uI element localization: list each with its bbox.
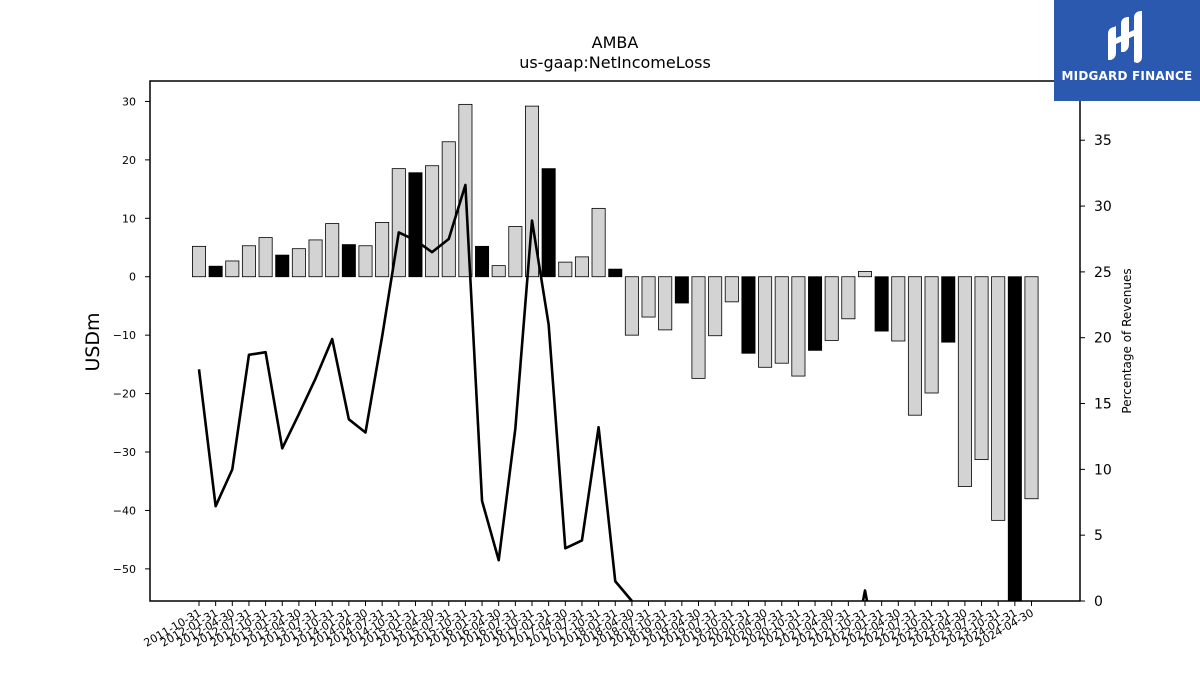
percentage-line-segment-0 — [197, 183, 633, 602]
bar-2021-07-31 — [841, 276, 856, 320]
bar-2017-07-31 — [574, 256, 589, 278]
bar-2022-07-31 — [907, 276, 922, 416]
bar-2012-10-31 — [258, 237, 273, 278]
bar-2018-01-31 — [608, 268, 623, 278]
bar-2012-01-31 — [208, 265, 223, 278]
bar-2022-04-30 — [891, 276, 906, 342]
midgard-logo-icon — [1108, 11, 1142, 63]
bar-2020-10-31 — [791, 276, 806, 377]
bar-2013-10-31 — [325, 223, 340, 278]
bar-2023-01-31 — [941, 276, 956, 343]
bar-2016-01-31 — [475, 245, 490, 278]
bar-2022-10-31 — [924, 276, 939, 394]
y-tick-label: 0 — [129, 271, 136, 284]
y2-tick-label: 5 — [1094, 528, 1103, 544]
chart-subtitle: us-gaap:NetIncomeLoss — [519, 53, 711, 72]
brand-name: MIDGARD FINANCE — [1061, 69, 1193, 83]
y2-tick-label: 25 — [1094, 265, 1112, 281]
bar-2024-01-31 — [1007, 276, 1022, 602]
bar-2019-10-31 — [724, 276, 739, 303]
bar-2012-04-30 — [225, 260, 240, 278]
y2-tick-label: 10 — [1094, 462, 1112, 478]
bar-2023-04-30 — [957, 276, 972, 487]
bar-2018-07-31 — [641, 276, 656, 318]
bar-2015-01-31 — [408, 172, 423, 278]
bar-2014-04-30 — [358, 245, 373, 278]
bar-2012-07-31 — [241, 245, 256, 278]
bar-2013-04-30 — [291, 248, 306, 278]
bar-2014-07-31 — [375, 221, 390, 278]
line-layer — [197, 183, 869, 602]
y-tick-label: −20 — [113, 388, 136, 401]
y-tick-label: −30 — [113, 446, 136, 459]
percentage-line-segment-1 — [861, 589, 869, 602]
bar-2017-10-31 — [591, 207, 606, 278]
bar-2019-07-31 — [708, 276, 723, 337]
y2-tick-label: 20 — [1094, 331, 1112, 347]
bar-2024-04-30 — [1024, 276, 1039, 500]
y-tick-label: 20 — [122, 154, 136, 167]
bar-2021-10-31 — [858, 271, 873, 278]
plot-frame — [149, 80, 1081, 602]
bar-2020-07-31 — [774, 276, 789, 364]
bar-2018-04-30 — [624, 276, 639, 336]
bar-2016-07-31 — [508, 226, 523, 278]
bar-2014-01-31 — [341, 244, 356, 278]
bar-2011-10-31 — [191, 245, 206, 278]
bars-layer — [191, 103, 1039, 602]
bar-2020-04-30 — [758, 276, 773, 368]
bar-2015-04-30 — [425, 165, 440, 278]
bar-2023-07-31 — [974, 276, 989, 461]
bar-2021-04-30 — [824, 276, 839, 341]
y2-tick-label: 30 — [1094, 199, 1112, 215]
bar-2021-01-31 — [808, 276, 823, 351]
y-tick-label: −50 — [113, 563, 136, 576]
y-tick-label: 30 — [122, 95, 136, 108]
y-tick-label: −40 — [113, 504, 136, 517]
bar-2022-01-31 — [874, 276, 889, 332]
y2-tick-label: 35 — [1094, 133, 1112, 149]
bar-2015-07-31 — [441, 141, 456, 278]
y-tick-label: 10 — [122, 212, 136, 225]
bar-2019-04-30 — [691, 276, 706, 379]
bar-2013-07-31 — [308, 239, 323, 278]
y2-tick-label: 0 — [1094, 594, 1103, 610]
y-tick-label: −10 — [113, 329, 136, 342]
bar-2023-10-31 — [991, 276, 1006, 521]
bar-2018-10-31 — [658, 276, 673, 331]
chart-title: AMBA — [592, 33, 639, 52]
bar-2019-01-31 — [674, 276, 689, 304]
y2-axis-label: Percentage of Revenues — [1120, 268, 1134, 413]
bar-2016-04-30 — [491, 265, 506, 278]
axes-layer: 3020100−10−20−30−40−50353025201510502011… — [113, 80, 1112, 650]
bar-2013-01-31 — [275, 254, 290, 278]
bar-2017-01-31 — [541, 168, 556, 278]
bar-2017-04-30 — [558, 261, 573, 278]
y-axis-label: USDm — [82, 312, 104, 371]
y2-tick-label: 15 — [1094, 397, 1112, 413]
brand-logo: MIDGARD FINANCE — [1054, 0, 1200, 101]
bar-2020-01-31 — [741, 276, 756, 354]
